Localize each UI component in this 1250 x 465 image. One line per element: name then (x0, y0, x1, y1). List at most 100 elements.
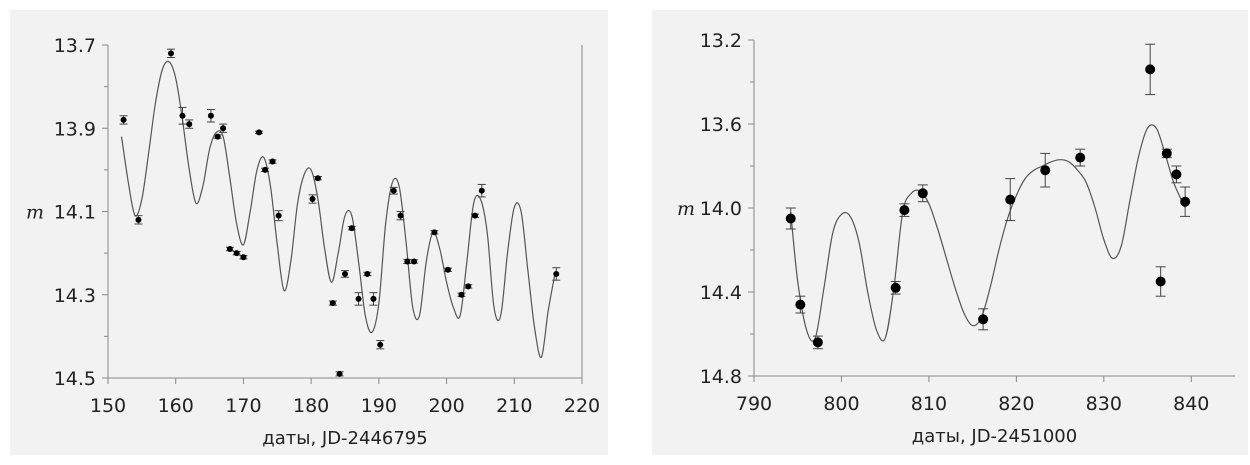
point-marker (364, 270, 371, 277)
left-data-point (166, 48, 175, 58)
point-marker (899, 205, 910, 216)
left-data-point (261, 166, 270, 173)
left-data-point (274, 210, 283, 222)
left-y-tick-label: 13.9 (54, 118, 96, 140)
left-data-point (313, 175, 322, 182)
right-data-point (890, 281, 901, 295)
point-marker (377, 341, 384, 348)
right-data-point (1155, 266, 1166, 297)
right-data-point (1040, 152, 1051, 188)
left-x-tick-label: 190 (361, 395, 397, 417)
right-x-tick-label: 820 (998, 393, 1034, 415)
point-marker (478, 187, 485, 194)
left-data-point (308, 194, 317, 204)
point-marker (120, 116, 127, 123)
point-marker (167, 50, 174, 57)
point-marker (207, 112, 214, 119)
point-marker (812, 337, 823, 348)
left-data-point (430, 229, 439, 236)
left-data-point (178, 106, 187, 125)
left-y-axis-title: m (26, 202, 44, 224)
right-y-tick-label: 13.6 (700, 114, 742, 136)
left-fit-curve (120, 60, 556, 358)
right-data-point (1005, 178, 1016, 222)
left-x-tick-label: 160 (158, 395, 194, 417)
point-marker (1161, 148, 1172, 159)
point-marker (917, 188, 928, 199)
right-data-point (899, 203, 910, 217)
point-marker (1145, 64, 1156, 75)
left-x-axis-title: даты, JD-2446795 (262, 428, 427, 449)
left-data-point (341, 270, 349, 278)
point-marker (795, 299, 806, 310)
point-marker (226, 245, 233, 252)
left-data-point (255, 129, 264, 136)
point-marker (314, 175, 321, 182)
left-x-tick-label: 170 (225, 395, 261, 417)
left-plot-background (10, 10, 608, 455)
left-x-tick-label: 180 (293, 395, 329, 417)
point-marker (269, 158, 276, 165)
point-marker (411, 258, 418, 265)
left-data-point (396, 211, 405, 221)
right-x-tick-label: 840 (1173, 393, 1209, 415)
right-data-point (917, 184, 928, 203)
right-y-tick-label: 14.8 (700, 366, 742, 388)
left-data-point (410, 258, 419, 265)
point-marker (309, 196, 316, 203)
right-data-point (1171, 165, 1182, 184)
point-marker (444, 266, 451, 273)
left-data-point (376, 340, 385, 350)
point-marker (978, 314, 989, 325)
point-marker (275, 212, 282, 219)
point-marker (890, 282, 901, 293)
point-marker (1040, 165, 1051, 176)
point-marker (1171, 169, 1182, 180)
left-data-point (206, 109, 215, 123)
point-marker (472, 212, 479, 219)
left-data-point (369, 292, 378, 306)
point-marker (1005, 194, 1016, 205)
right-x-tick-label: 830 (1086, 393, 1122, 415)
right-fit-curve (790, 124, 1186, 342)
point-marker (785, 213, 796, 224)
point-marker (256, 129, 263, 136)
right-x-tick-label: 810 (911, 393, 947, 415)
point-marker (390, 187, 397, 194)
left-x-tick-label: 150 (90, 395, 126, 417)
left-data-point (328, 300, 337, 307)
right-y-tick-label: 13.2 (700, 30, 742, 52)
left-data-point (354, 292, 363, 306)
right-y-tick-label: 14.0 (700, 198, 742, 220)
point-marker (220, 125, 227, 132)
left-data-point (232, 250, 241, 257)
right-data-point (1075, 148, 1086, 167)
right-data-point (1161, 148, 1172, 159)
left-data-point (403, 258, 412, 265)
right-x-axis-title: даты, JD-2451000 (912, 426, 1077, 447)
point-marker (336, 370, 343, 377)
point-marker (1180, 196, 1191, 207)
point-marker (553, 270, 560, 277)
point-marker (214, 133, 221, 140)
left-data-point (389, 186, 398, 195)
right-y-tick-label: 14.4 (700, 282, 742, 304)
left-data-point (185, 119, 194, 129)
left-data-point (363, 270, 372, 277)
left-data-point (471, 212, 480, 219)
left-data-point (219, 123, 228, 133)
point-marker (1155, 276, 1166, 287)
left-data-point (268, 158, 277, 165)
left-data-point (457, 291, 466, 298)
right-data-point (795, 295, 806, 314)
point-marker (240, 254, 247, 261)
left-data-point (335, 370, 344, 377)
right-y-axis-title: m (677, 198, 695, 220)
right-plot-background (652, 10, 1248, 455)
right-data-point (785, 207, 796, 230)
right-chart-panel: 13.2 13.6 14.0 14.4 14.8 790 800 810 820 830 840 да… (640, 0, 1250, 465)
left-x-tick-label: 200 (428, 395, 464, 417)
point-marker (329, 300, 336, 307)
point-marker (348, 225, 355, 232)
point-marker (431, 229, 438, 236)
